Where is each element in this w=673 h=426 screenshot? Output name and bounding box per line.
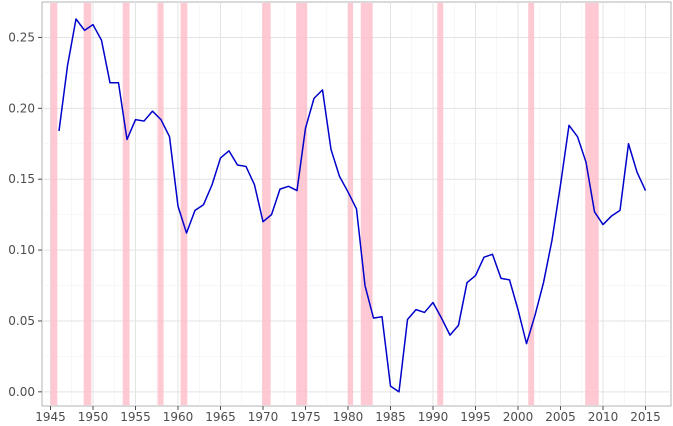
x-tick-label: 1965 — [205, 410, 236, 424]
x-tick-label: 1990 — [418, 410, 449, 424]
x-tick-label: 1960 — [163, 410, 194, 424]
shaded-period — [296, 3, 308, 405]
y-axis: 0.00 0.05 0.10 0.15 0.20 0.25 — [8, 30, 42, 399]
series-line — [58, 18, 647, 393]
x-tick-label: 1945 — [35, 410, 66, 424]
x-tick-label: 1975 — [290, 410, 321, 424]
shaded-period — [262, 3, 271, 405]
x-tick-label: 2015 — [630, 410, 661, 424]
y-tick-label: 0.20 — [8, 101, 35, 115]
x-tick-label: 1985 — [375, 410, 406, 424]
y-tick-label: 0.05 — [8, 314, 35, 328]
shaded-periods — [50, 3, 599, 405]
x-axis: 1945 1950 1955 1960 1965 1970 1975 1980 1985 1990… — [35, 406, 661, 424]
x-tick-label: 1970 — [248, 410, 279, 424]
plot-panel — [41, 1, 672, 407]
x-tick-label: 2010 — [588, 410, 619, 424]
x-tick-label: 1995 — [460, 410, 491, 424]
data-series — [58, 18, 647, 393]
shaded-period — [83, 3, 92, 405]
x-tick-label: 1980 — [333, 410, 364, 424]
shaded-period — [122, 3, 130, 405]
shaded-period — [360, 3, 373, 405]
shaded-period — [437, 3, 444, 405]
y-tick-label: 0.15 — [8, 172, 35, 186]
shaded-period — [157, 3, 164, 405]
y-tick-label: 0.25 — [8, 30, 35, 44]
x-tick-label: 2000 — [503, 410, 534, 424]
x-tick-label: 1955 — [120, 410, 151, 424]
y-tick-label: 0.00 — [8, 385, 35, 399]
shaded-period — [348, 3, 354, 405]
x-tick-label: 2005 — [545, 410, 576, 424]
shaded-period — [50, 3, 58, 405]
shaded-period — [180, 3, 188, 405]
shaded-period — [528, 3, 535, 405]
y-tick-label: 0.10 — [8, 243, 35, 257]
shaded-period — [585, 3, 599, 405]
x-tick-label: 1950 — [78, 410, 109, 424]
